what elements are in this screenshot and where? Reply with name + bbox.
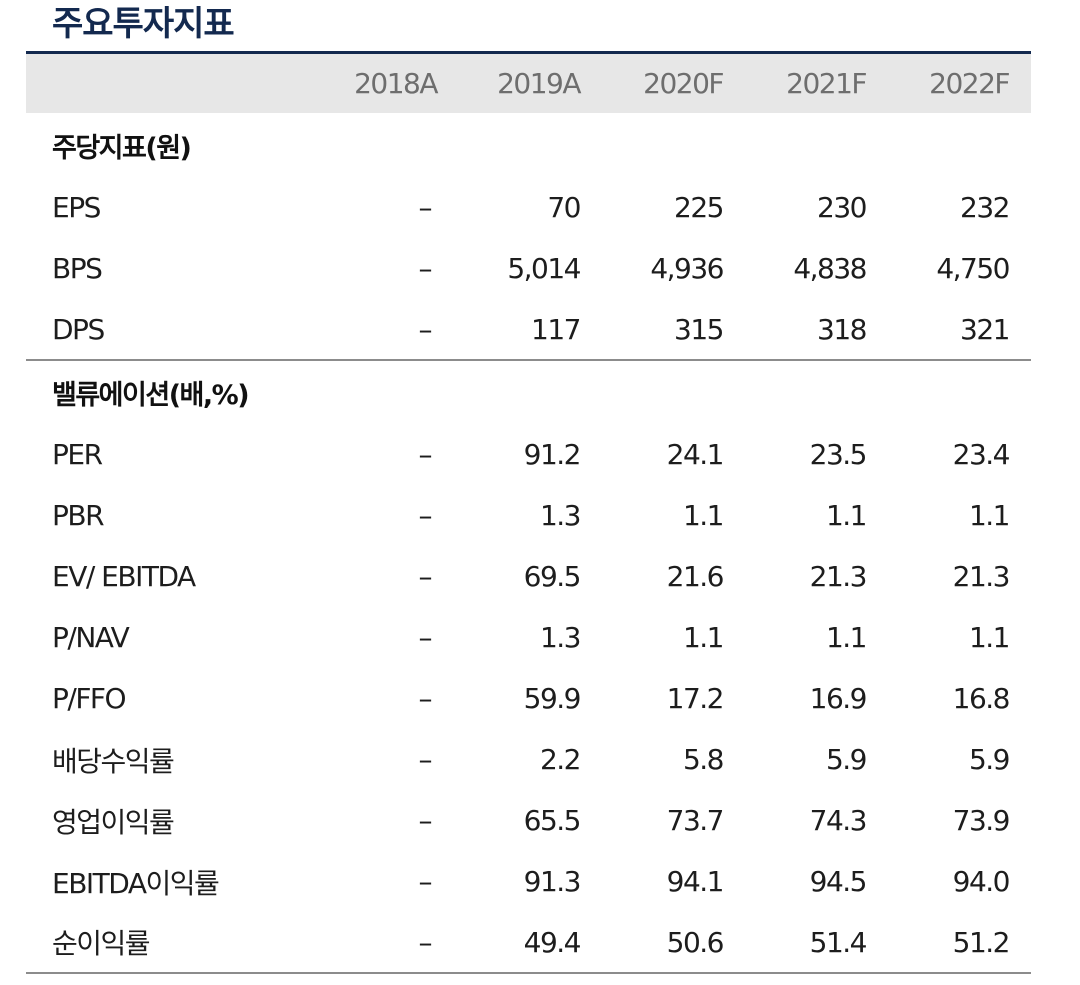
value-cell: 51.4	[745, 912, 888, 974]
value-cell: 69.5	[523, 560, 582, 593]
value-cell: –	[418, 252, 433, 285]
value-cell: 91.3	[523, 865, 582, 898]
value-cell: 16.8	[952, 682, 1011, 715]
table-row: EPS – 70 225 230 232	[26, 177, 1031, 238]
value-cell: 50.6	[602, 912, 745, 974]
value-cell: 49.4	[459, 912, 602, 974]
value-cell: 232	[960, 191, 1010, 224]
header-label-cell	[26, 54, 316, 113]
value-cell: 225	[674, 191, 724, 224]
value-cell: –	[418, 682, 433, 715]
value-cell: 94.1	[666, 865, 725, 898]
value-cell: 1.3	[539, 621, 582, 654]
section-heading: 밸류에이션(배,%)	[52, 380, 250, 411]
value-cell: 318	[745, 299, 888, 361]
value-cell: 315	[602, 299, 745, 361]
table-row: PER – 91.2 24.1 23.5 23.4	[26, 424, 1031, 485]
value-cell: 70	[547, 191, 581, 224]
title-rule	[26, 51, 1031, 54]
value-cell: –	[316, 299, 459, 361]
value-cell: 1.1	[968, 621, 1011, 654]
value-cell: 117	[459, 299, 602, 361]
value-cell: –	[418, 865, 433, 898]
value-cell: 51.2	[888, 912, 1031, 974]
value-cell: 94.0	[952, 865, 1011, 898]
value-cell: –	[418, 743, 433, 776]
table-body: 주당지표(원) EPS – 70 225 230 232 BPS – 5,014 4,936 4,83…	[26, 113, 1031, 974]
row-label: EPS	[52, 191, 101, 224]
value-cell: 1.1	[968, 499, 1011, 532]
value-cell: 73.7	[666, 804, 725, 837]
value-cell: 230	[817, 191, 867, 224]
table-row: P/FFO – 59.9 17.2 16.9 16.8	[26, 668, 1031, 729]
header-row: 2018A 2019A 2020F 2021F 2022F	[26, 54, 1031, 113]
value-cell: 17.2	[666, 682, 725, 715]
value-cell: 1.1	[825, 499, 868, 532]
row-label: P/NAV	[52, 621, 130, 654]
table-title: 주요투자지표	[52, 4, 235, 44]
value-cell: 1.3	[539, 499, 582, 532]
value-cell: 321	[888, 299, 1031, 361]
row-label: 순이익률	[26, 912, 316, 974]
value-cell: –	[418, 438, 433, 471]
value-cell: –	[418, 804, 433, 837]
column-header: 2021F	[786, 67, 867, 100]
row-label: BPS	[52, 252, 103, 285]
row-label: 배당수익률	[52, 744, 175, 778]
value-cell: 74.3	[809, 804, 868, 837]
section-heading-row: 주당지표(원)	[26, 113, 1031, 177]
value-cell: 4,750	[936, 252, 1010, 285]
value-cell: –	[316, 912, 459, 974]
value-cell: 5.9	[825, 743, 868, 776]
value-cell: 23.5	[809, 438, 868, 471]
value-cell: –	[418, 621, 433, 654]
table-row: EV/ EBITDA – 69.5 21.6 21.3 21.3	[26, 546, 1031, 607]
value-cell: 59.9	[523, 682, 582, 715]
value-cell: 1.1	[682, 621, 725, 654]
column-header: 2020F	[643, 67, 724, 100]
value-cell: 1.1	[825, 621, 868, 654]
value-cell: 5.8	[682, 743, 725, 776]
value-cell: 94.5	[809, 865, 868, 898]
value-cell: 21.6	[666, 560, 725, 593]
table-row: 배당수익률 – 2.2 5.8 5.9 5.9	[26, 729, 1031, 790]
table-row: PBR – 1.3 1.1 1.1 1.1	[26, 485, 1031, 546]
section-heading: 주당지표(원)	[52, 132, 192, 164]
row-label: P/FFO	[52, 682, 127, 715]
value-cell: 1.1	[682, 499, 725, 532]
value-cell: 23.4	[952, 438, 1011, 471]
value-cell: 24.1	[666, 438, 725, 471]
value-cell: 5,014	[507, 252, 581, 285]
value-cell: 16.9	[809, 682, 868, 715]
row-label: PER	[52, 438, 103, 471]
value-cell: 21.3	[952, 560, 1011, 593]
value-cell: 4,936	[650, 252, 724, 285]
table-row: BPS – 5,014 4,936 4,838 4,750	[26, 238, 1031, 299]
row-label: DPS	[26, 299, 316, 361]
row-label: EV/ EBITDA	[52, 560, 196, 593]
table-row: 영업이익률 – 65.5 73.7 74.3 73.9	[26, 790, 1031, 851]
value-cell: –	[418, 499, 433, 532]
value-cell: 91.2	[523, 438, 582, 471]
value-cell: 5.9	[968, 743, 1011, 776]
value-cell: 65.5	[523, 804, 582, 837]
row-label: EBITDA이익률	[52, 866, 220, 900]
table-row: DPS –117 315 318 321	[26, 299, 1031, 361]
column-header: 2019A	[497, 67, 581, 100]
value-cell: 2.2	[539, 743, 582, 776]
section-heading-row: 밸류에이션(배,%)	[26, 360, 1031, 424]
column-header: 2022F	[929, 67, 1010, 100]
row-label: PBR	[52, 499, 105, 532]
value-cell: –	[418, 191, 433, 224]
value-cell: 21.3	[809, 560, 868, 593]
table-row: 순이익률 –49.4 50.6 51.4 51.2	[26, 912, 1031, 974]
value-cell: –	[418, 560, 433, 593]
column-header: 2018A	[354, 67, 438, 100]
value-cell: 4,838	[793, 252, 867, 285]
investment-indicators-table: 2018A 2019A 2020F 2021F 2022F 주당지표(원) EPS…	[26, 54, 1031, 974]
table-row: EBITDA이익률 – 91.3 94.1 94.5 94.0	[26, 851, 1031, 912]
table-row: P/NAV – 1.3 1.1 1.1 1.1	[26, 607, 1031, 668]
value-cell: 73.9	[952, 804, 1011, 837]
row-label: 영업이익률	[52, 805, 175, 839]
